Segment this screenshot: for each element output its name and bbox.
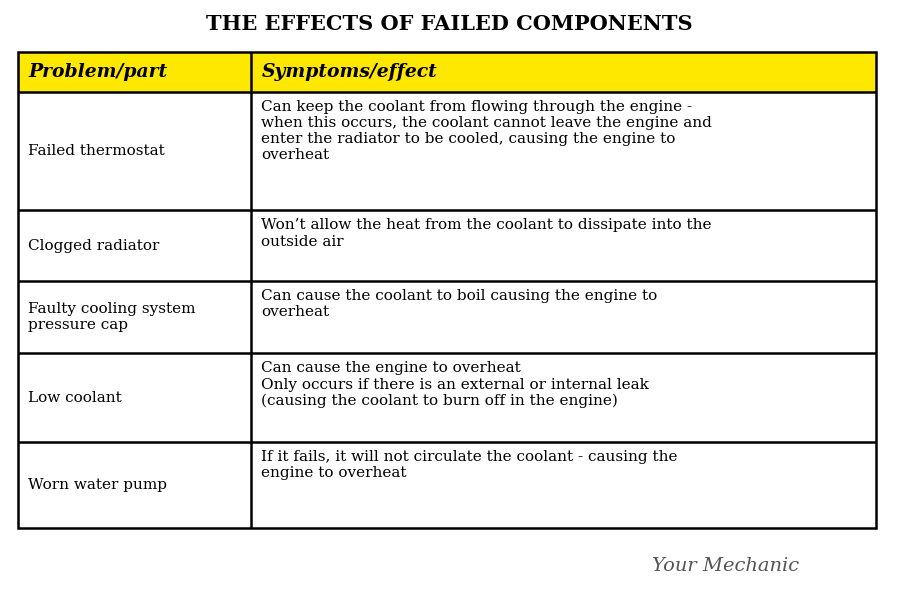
Text: Your Mechanic: Your Mechanic (652, 557, 799, 575)
Text: Can cause the engine to overheat
Only occurs if there is an external or internal: Can cause the engine to overheat Only oc… (261, 361, 649, 408)
Text: Low coolant: Low coolant (28, 390, 122, 405)
Bar (18, 52, 876, 528)
Text: Symptoms/effect: Symptoms/effect (261, 63, 437, 81)
Bar (18, 210, 876, 281)
Text: Worn water pump: Worn water pump (28, 478, 167, 492)
Text: Failed thermostat: Failed thermostat (28, 144, 164, 158)
Bar (18, 281, 876, 353)
Text: Can keep the coolant from flowing through the engine -
when this occurs, the coo: Can keep the coolant from flowing throug… (261, 100, 712, 163)
Text: Faulty cooling system
pressure cap: Faulty cooling system pressure cap (28, 302, 196, 332)
Text: Won’t allow the heat from the coolant to dissipate into the
outside air: Won’t allow the heat from the coolant to… (261, 218, 712, 249)
Text: THE EFFECTS OF FAILED COMPONENTS: THE EFFECTS OF FAILED COMPONENTS (206, 14, 692, 34)
Bar (18, 353, 876, 442)
Text: Can cause the coolant to boil causing the engine to
overheat: Can cause the coolant to boil causing th… (261, 289, 657, 319)
Text: Problem/part: Problem/part (28, 63, 167, 81)
Text: If it fails, it will not circulate the coolant - causing the
engine to overheat: If it fails, it will not circulate the c… (261, 450, 678, 480)
Bar (18, 442, 876, 528)
Bar (18, 52, 876, 92)
Text: Clogged radiator: Clogged radiator (28, 239, 159, 253)
Bar (18, 92, 876, 210)
